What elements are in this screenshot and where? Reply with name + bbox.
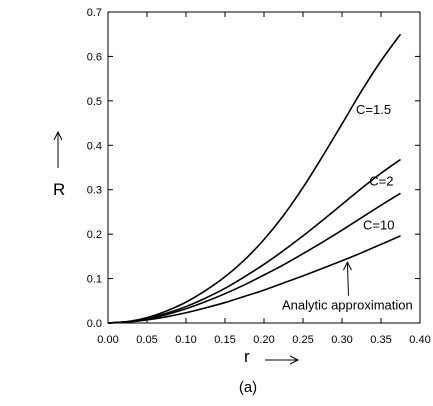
x-ticks: 0.00 0.05 0.10 0.15 0.20 0.25 0.30 0.35 0.40	[97, 12, 431, 346]
y-tick-label: 0.4	[87, 140, 102, 152]
x-tick-label: 0.20	[253, 334, 274, 346]
series-line-1	[107, 158, 401, 324]
annotation-label: C=1.5	[356, 102, 391, 117]
y-axis-arrow	[53, 130, 63, 168]
series-line-0	[107, 33, 402, 324]
annotation-label: C=10	[363, 218, 394, 233]
axes-frame	[107, 11, 421, 324]
y-tick-label: 0.5	[87, 96, 102, 108]
x-tick-label: 0.10	[175, 334, 196, 346]
x-tick-label: 0.15	[214, 334, 235, 346]
y-tick-label: 0.1	[87, 274, 102, 286]
x-axis-label: r	[244, 347, 250, 366]
annotation-arrow-head	[343, 261, 352, 271]
y-tick-label: 0.3	[87, 185, 102, 197]
x-tick-label: 0.00	[97, 334, 118, 346]
y-tick-label: 0.6	[87, 51, 102, 63]
annotation-label: C=2	[369, 173, 393, 188]
annotation-arrow-shaft	[346, 263, 349, 296]
x-axis-arrow	[265, 355, 300, 365]
x-tick-label: 0.35	[370, 334, 391, 346]
x-tick-label: 0.25	[292, 334, 313, 346]
series-line-2	[107, 192, 401, 324]
annotations: C=1.5 C=2 C=10 Analytic approximation	[282, 102, 413, 312]
figure-caption: (a)	[239, 379, 257, 396]
x-tick-label: 0.05	[136, 334, 157, 346]
plot-frame	[107, 11, 421, 324]
y-tick-label: 0.0	[87, 318, 102, 330]
y-axis-label: R	[53, 180, 65, 199]
y-ticks: 0.0 0.1 0.2 0.3 0.4 0.5 0.6 0.7	[87, 7, 420, 330]
y-tick-label: 0.2	[87, 229, 102, 241]
series-line-3	[107, 235, 401, 324]
annotation-label: Analytic approximation	[282, 298, 413, 313]
series-lines	[107, 33, 402, 324]
x-tick-label: 0.30	[331, 334, 352, 346]
y-tick-label: 0.7	[87, 7, 102, 19]
x-tick-label: 0.40	[409, 334, 430, 346]
